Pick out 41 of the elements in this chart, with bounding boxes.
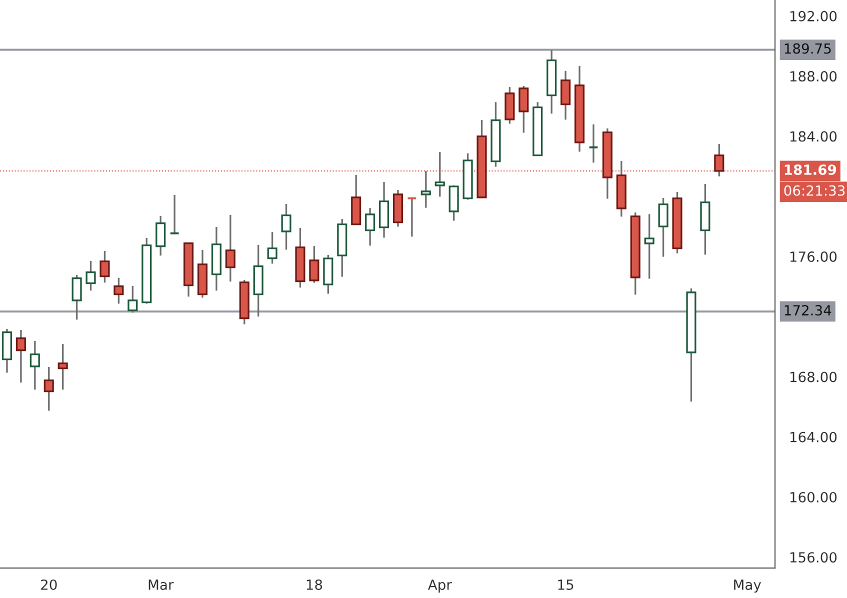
candlestick bbox=[588, 123, 599, 164]
candlestick bbox=[58, 343, 68, 390]
candlestick bbox=[365, 207, 376, 246]
ref-line-label: 181.69 bbox=[784, 164, 836, 175]
x-tick-label: May bbox=[734, 580, 762, 593]
y-tick-label: 192.00 bbox=[790, 10, 837, 22]
text: 06:21:33 bbox=[784, 185, 845, 196]
ref-line-label: 189.75 bbox=[784, 43, 831, 54]
candlestick bbox=[114, 277, 124, 305]
candlestick bbox=[644, 213, 654, 280]
candlestick bbox=[169, 194, 180, 234]
candlestick bbox=[225, 214, 236, 282]
y-tick-label: 184.00 bbox=[790, 131, 837, 142]
candlestick bbox=[100, 250, 110, 284]
x-tick-label: 18 bbox=[306, 579, 322, 590]
candlestick bbox=[86, 260, 96, 292]
x-tick-label: Apr bbox=[428, 580, 452, 593]
y-tick-label: 176.00 bbox=[790, 251, 837, 262]
candlestick bbox=[281, 203, 292, 251]
y-tick-label: 156.00 bbox=[790, 552, 837, 563]
candlestick bbox=[128, 285, 138, 314]
candlestick bbox=[156, 215, 166, 256]
candlestick bbox=[44, 366, 54, 412]
candlestick bbox=[309, 245, 320, 284]
ref-line-label: 172.34 bbox=[784, 305, 832, 316]
candlestick bbox=[72, 274, 82, 320]
y-tick-label: 188.00 bbox=[790, 71, 837, 82]
candlestick bbox=[434, 151, 445, 198]
y-tick-label: 164.00 bbox=[790, 432, 837, 442]
y-tick-label: 160.00 bbox=[790, 492, 837, 502]
candlestick bbox=[420, 170, 431, 209]
candlestick bbox=[30, 340, 40, 390]
x-tick-label: 15 bbox=[558, 580, 574, 590]
candlestick bbox=[518, 85, 529, 134]
candlestick bbox=[267, 231, 278, 265]
candlestick bbox=[16, 329, 26, 384]
candlestick bbox=[406, 196, 418, 238]
x-tick-label: Mar bbox=[148, 580, 174, 590]
y-tick-label: 168.00 bbox=[790, 372, 837, 382]
candlestick bbox=[658, 197, 668, 258]
x-tick-label: 20 bbox=[41, 579, 57, 590]
